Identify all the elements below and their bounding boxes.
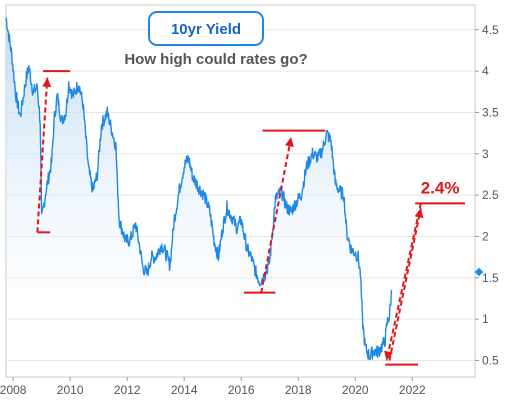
y-tick-label: 2.5 [482, 188, 499, 202]
y-tick-label: 3 [482, 147, 489, 161]
arrow-head [284, 137, 294, 147]
area-fill-layer [6, 17, 392, 377]
x-tick-label: 2012 [114, 383, 141, 397]
rise-arrow [260, 137, 293, 293]
title-box [148, 11, 264, 46]
x-axis-ticks: 2008 2010 2012 2014 2016 2018 2020 2022 [0, 377, 426, 397]
last-value-marker [474, 267, 484, 277]
y-tick-label: 2 [482, 229, 489, 243]
x-tick-label: 2014 [171, 383, 198, 397]
x-tick-label: 2018 [285, 383, 312, 397]
y-tick-label: 4.5 [482, 23, 499, 37]
projection-arrow [388, 208, 422, 361]
chart-title: 10yr Yield [171, 21, 241, 38]
y-tick-label: 1.5 [482, 271, 499, 285]
y-tick-label: 1 [482, 312, 489, 326]
series-area [6, 17, 392, 377]
series-line [5, 17, 393, 361]
y-axis-ticks: 0.5 1 1.5 2 2.5 3 3.5 4 4.5 [475, 23, 499, 367]
annotation-layer [36, 70, 466, 366]
chart-subtitle: How high could rates go? [124, 51, 307, 68]
arrow-head [384, 350, 393, 361]
x-tick-label: 2010 [57, 383, 84, 397]
arrow-head [42, 77, 52, 88]
arrow-head [414, 208, 424, 219]
rise-arrow [36, 77, 49, 233]
y-tick-label: 4 [482, 64, 489, 78]
y-tick-label: 0.5 [482, 353, 499, 367]
y-tick-label: 3.5 [482, 105, 499, 119]
x-tick-label: 2016 [228, 383, 255, 397]
x-tick-label: 2020 [342, 383, 369, 397]
projection-label: 2.4% [421, 178, 460, 197]
fall-reference-arrow [385, 203, 422, 361]
x-tick-label: 2008 [0, 383, 27, 397]
x-tick-label: 2022 [399, 383, 426, 397]
series-line-layer [5, 17, 393, 361]
